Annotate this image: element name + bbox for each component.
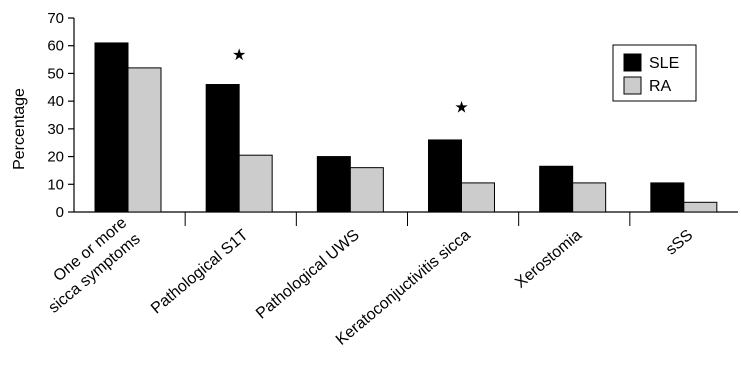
y-tick-label: 70 bbox=[47, 10, 64, 27]
legend-swatch-sle bbox=[623, 53, 642, 72]
y-tick-label: 20 bbox=[47, 149, 64, 166]
bar-sle-0 bbox=[94, 42, 129, 213]
legend-label-sle: SLE bbox=[649, 55, 679, 72]
x-tick-label: sSS bbox=[663, 227, 696, 259]
bar-sle-4 bbox=[539, 165, 574, 213]
x-tick-label: Pathological S1T bbox=[148, 226, 252, 317]
y-tick-label: 40 bbox=[47, 93, 64, 110]
bar-ra-2 bbox=[349, 167, 384, 213]
y-tick-label: 10 bbox=[47, 176, 64, 193]
bar-ra-3 bbox=[461, 182, 495, 213]
bar-sle-3 bbox=[428, 139, 462, 213]
bar-ra-1 bbox=[238, 154, 273, 213]
significance-star: ★ bbox=[232, 47, 246, 64]
x-tick-label: Xerostomia bbox=[512, 227, 585, 292]
y-axis-label: Percentage bbox=[11, 88, 28, 170]
bar-sle-1 bbox=[205, 84, 240, 213]
bar-sle-5 bbox=[650, 182, 685, 213]
legend-swatch-ra bbox=[623, 76, 642, 95]
legend-label-ra: RA bbox=[649, 78, 672, 95]
bar-ra-4 bbox=[572, 182, 607, 213]
bar-sle-2 bbox=[316, 156, 351, 213]
x-tick-label: One or moresicca symptoms bbox=[32, 214, 144, 316]
x-tick-label-line: Pathological UWS bbox=[253, 227, 363, 323]
y-tick-label: 50 bbox=[47, 65, 64, 82]
significance-star: ★ bbox=[454, 100, 468, 117]
x-tick-label-line: Pathological S1T bbox=[148, 226, 252, 317]
y-tick-label: 60 bbox=[47, 38, 64, 55]
y-tick-label: 0 bbox=[56, 204, 64, 221]
y-tick-label: 30 bbox=[47, 121, 64, 138]
x-tick-label-line: Xerostomia bbox=[512, 227, 585, 292]
x-tick-label-line: sSS bbox=[663, 227, 696, 259]
bar-ra-0 bbox=[127, 67, 162, 213]
bar-ra-5 bbox=[683, 201, 718, 213]
x-tick-label: Pathological UWS bbox=[253, 227, 363, 323]
